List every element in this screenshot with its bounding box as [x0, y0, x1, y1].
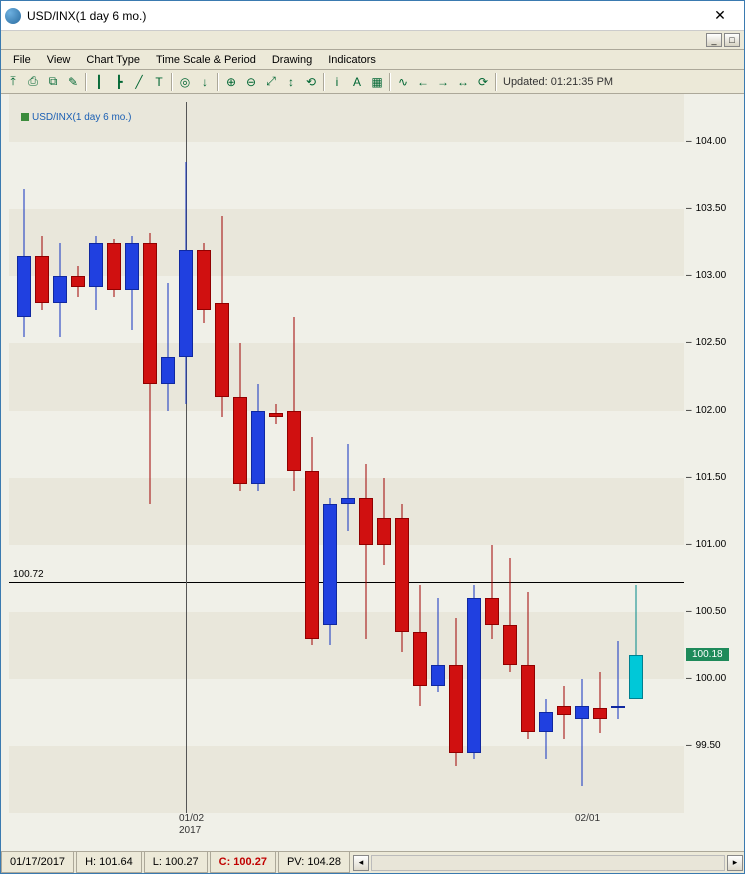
grid-stripe: [9, 612, 684, 679]
maximize-button[interactable]: □: [724, 33, 740, 47]
hscroll[interactable]: ◂ ▸: [352, 852, 744, 873]
x-tick: 02/01: [575, 813, 600, 824]
refresh-icon[interactable]: ⟳: [473, 72, 493, 92]
toolbar: ⤒⎙⧉✎ ┃┣╱T ◎↓ ⊕⊖⤢↕⟲ iA▦ ∿←→↔⟳ Updated: 01:21:35…: [1, 70, 744, 94]
arrow-right-icon[interactable]: →: [433, 72, 453, 92]
y-tick: 99.50: [686, 740, 721, 751]
grid-stripe: [9, 478, 684, 545]
vscale-icon[interactable]: ↕: [281, 72, 301, 92]
text-icon[interactable]: T: [149, 72, 169, 92]
y-tick: 100.50: [686, 606, 726, 617]
menu-view[interactable]: View: [39, 52, 79, 68]
status-low: L: 100.27: [144, 852, 208, 873]
table-icon[interactable]: ▦: [367, 72, 387, 92]
menu-time-scale-period[interactable]: Time Scale & Period: [148, 52, 264, 68]
toolbar-separator: [217, 73, 219, 91]
fit-icon[interactable]: ⤢: [261, 72, 281, 92]
menu-file[interactable]: File: [5, 52, 39, 68]
minimize-button[interactable]: _: [706, 33, 722, 47]
status-prev: PV: 104.28: [278, 852, 350, 873]
y-tick: 102.00: [686, 405, 726, 416]
trendline-icon[interactable]: ╱: [129, 72, 149, 92]
y-tick: 103.00: [686, 270, 726, 281]
y-tick: 102.50: [686, 337, 726, 348]
scroll-left-button[interactable]: ◂: [353, 855, 369, 871]
zoom-in-icon[interactable]: ⊕: [221, 72, 241, 92]
y-axis: 104.00 103.50 103.00 102.50 102.00 101.50 101.…: [686, 102, 744, 813]
vline-icon[interactable]: ┃: [89, 72, 109, 92]
scroll-track[interactable]: [371, 855, 725, 871]
y-tick: 103.50: [686, 203, 726, 214]
menu-drawing[interactable]: Drawing: [264, 52, 320, 68]
y-tick: 104.00: [686, 136, 726, 147]
chart-canvas[interactable]: 100.72 USD/INX(1 day 6 mo.): [9, 102, 684, 813]
print-icon[interactable]: ⎙: [23, 72, 43, 92]
current-price-tag: 100.18: [686, 648, 729, 661]
app-icon: [5, 8, 21, 24]
scroll-right-button[interactable]: ▸: [727, 855, 743, 871]
toolbar-separator: [495, 73, 497, 91]
grid-stripe: [9, 746, 684, 813]
down-arrow-icon[interactable]: ↓: [195, 72, 215, 92]
harrows-icon[interactable]: ↔: [453, 72, 473, 92]
status-high: H: 101.64: [76, 852, 142, 873]
export-icon[interactable]: ⤒: [3, 72, 23, 92]
indicator-icon[interactable]: ∿: [393, 72, 413, 92]
window-title: USD/INX(1 day 6 mo.): [27, 9, 700, 23]
reset-icon[interactable]: ⟲: [301, 72, 321, 92]
arrow-left-icon[interactable]: ←: [413, 72, 433, 92]
ref-line[interactable]: [9, 582, 684, 583]
y-tick: 101.50: [686, 472, 726, 483]
series-label-text: USD/INX(1 day 6 mo.): [32, 112, 131, 123]
pencil-icon[interactable]: ✎: [63, 72, 83, 92]
hline-icon[interactable]: ┣: [109, 72, 129, 92]
grid-stripe: [9, 343, 684, 410]
info-icon[interactable]: i: [327, 72, 347, 92]
font-icon[interactable]: A: [347, 72, 367, 92]
status-bar: 01/17/2017 H: 101.64 L: 100.27 C: 100.27…: [1, 851, 744, 873]
y-tick: 100.00: [686, 673, 726, 684]
chart-area[interactable]: 4XFindeMe by ForexSignal 100.72USD/INX(1…: [1, 94, 744, 851]
zoom-out-icon[interactable]: ⊖: [241, 72, 261, 92]
x-axis: 01/02 02/01 2017: [9, 813, 684, 841]
x-tick: 01/02: [179, 813, 204, 824]
menu-bar: FileViewChart TypeTime Scale & PeriodDra…: [1, 50, 744, 70]
title-bar: USD/INX(1 day 6 mo.) ✕: [1, 1, 744, 31]
status-close: C: 100.27: [210, 852, 276, 873]
menu-chart-type[interactable]: Chart Type: [78, 52, 148, 68]
toolbar-separator: [85, 73, 87, 91]
updated-label: Updated: 01:21:35 PM: [499, 76, 617, 88]
y-tick: 101.00: [686, 539, 726, 550]
copy-icon[interactable]: ⧉: [43, 72, 63, 92]
toolbar-separator: [389, 73, 391, 91]
toolbar-separator: [323, 73, 325, 91]
target-icon[interactable]: ◎: [175, 72, 195, 92]
x-year: 2017: [179, 825, 201, 836]
series-label: USD/INX(1 day 6 mo.): [21, 112, 131, 123]
toolbar-separator: [171, 73, 173, 91]
menu-indicators[interactable]: Indicators: [320, 52, 384, 68]
window-controls: _ □: [1, 31, 744, 50]
close-button[interactable]: ✕: [700, 5, 740, 27]
status-date: 01/17/2017: [1, 852, 74, 873]
app-window: USD/INX(1 day 6 mo.) ✕ _ □ FileViewChart…: [0, 0, 745, 874]
ref-line-label: 100.72: [11, 569, 46, 580]
